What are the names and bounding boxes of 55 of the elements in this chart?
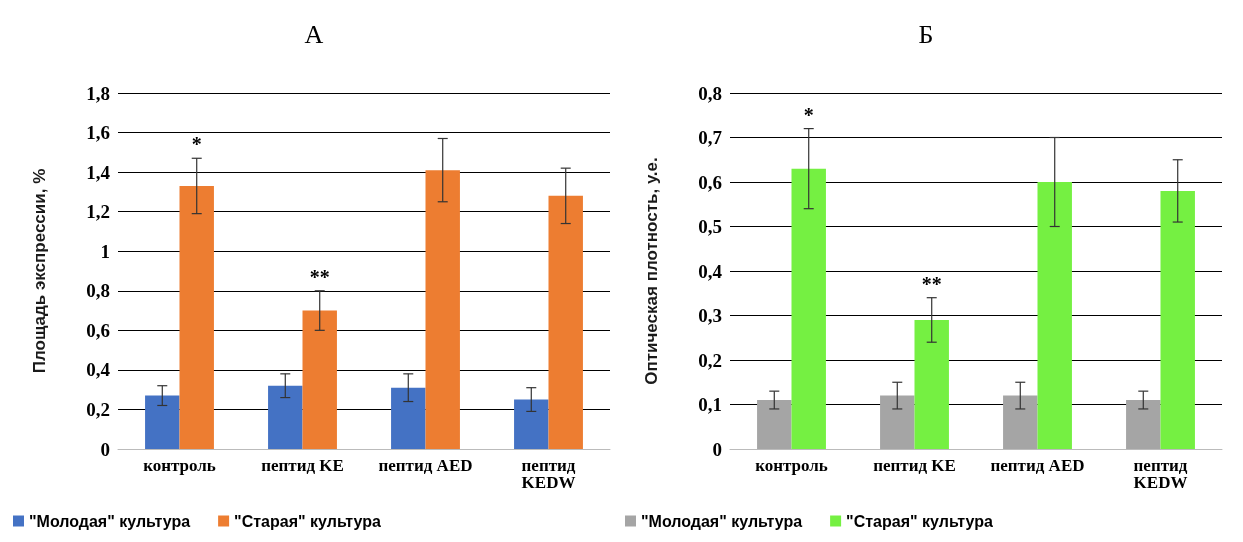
y-axis-title: Площадь экспрессии, % xyxy=(30,168,49,374)
y-tick-label: 1,4 xyxy=(86,161,111,183)
bar xyxy=(145,395,180,449)
y-tick-label: 0,7 xyxy=(698,127,723,148)
y-tick-label: 0,6 xyxy=(698,171,722,193)
legend-label: "Молодая" культура xyxy=(29,512,191,530)
chart-title: А xyxy=(304,19,324,49)
y-tick-label: 0,4 xyxy=(698,260,723,282)
bar xyxy=(1126,400,1161,449)
bar xyxy=(880,395,915,449)
bar xyxy=(757,400,792,449)
bar xyxy=(179,185,214,449)
annotation: ** xyxy=(921,272,942,295)
bar xyxy=(1160,190,1195,449)
y-tick-label: 1,2 xyxy=(86,201,110,223)
bar xyxy=(514,399,549,449)
legend-label: "Молодая" культура xyxy=(641,512,803,530)
y-tick-label: 0,2 xyxy=(86,398,110,420)
y-tick-label: 0,5 xyxy=(698,216,722,237)
y-tick-label: 1,8 xyxy=(86,82,110,104)
y-tick-label: 1 xyxy=(100,240,110,262)
bar xyxy=(302,310,337,449)
y-tick-label: 0,8 xyxy=(698,82,722,104)
bar xyxy=(425,170,460,449)
bar xyxy=(1037,182,1072,449)
annotation: * xyxy=(191,133,202,156)
bar xyxy=(391,387,426,449)
y-tick-label: 0,2 xyxy=(698,349,722,371)
x-tick-label: пептид KE xyxy=(873,456,956,475)
x-tick-label: пептид KEDW xyxy=(1133,456,1188,492)
x-tick-label: пептид KEDW xyxy=(521,456,576,492)
x-tick-label: контроль xyxy=(143,456,216,475)
bar xyxy=(1003,395,1038,449)
y-axis-title: Оптическая плотность, у.е. xyxy=(642,157,661,385)
legend-label: "Старая" культура xyxy=(234,512,382,530)
y-tick-label: 1,6 xyxy=(86,122,110,144)
x-tick-label: контроль xyxy=(755,456,828,475)
y-tick-label: 0,4 xyxy=(86,359,111,381)
chart-title: Б xyxy=(918,19,934,49)
y-tick-label: 0 xyxy=(100,438,110,460)
x-tick-label: пептид KE xyxy=(261,456,344,475)
annotation: * xyxy=(803,103,814,126)
bar xyxy=(791,168,826,449)
x-tick-label: пептид AED xyxy=(378,456,473,475)
annotation: ** xyxy=(309,265,330,288)
y-tick-label: 0,8 xyxy=(86,280,110,302)
bar xyxy=(914,319,949,449)
y-tick-label: 0,3 xyxy=(698,305,722,326)
y-tick-label: 0,1 xyxy=(698,394,722,415)
legend-label: "Старая" культура xyxy=(846,512,994,530)
bar xyxy=(548,195,583,449)
y-tick-label: 0,6 xyxy=(86,319,110,341)
bar xyxy=(268,385,303,449)
y-tick-label: 0 xyxy=(712,438,722,460)
x-tick-label: пептид AED xyxy=(990,456,1085,475)
